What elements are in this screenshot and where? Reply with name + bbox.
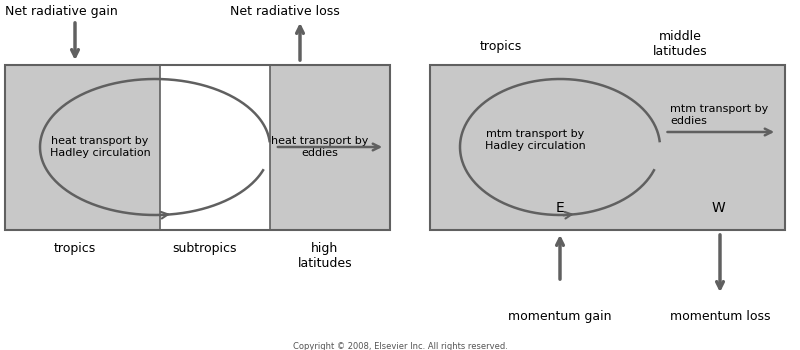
Text: momentum gain: momentum gain [508,310,612,323]
Bar [270,65,390,230]
Text: Net radiative loss: Net radiative loss [230,5,340,18]
Text: Net radiative gain: Net radiative gain [5,5,118,18]
Text: heat transport by
eddies: heat transport by eddies [271,136,369,158]
Text: heat transport by
Hadley circulation: heat transport by Hadley circulation [50,136,150,158]
Text: tropics: tropics [480,40,522,53]
Text: E: E [556,201,564,215]
Text: subtropics: subtropics [173,242,238,255]
Bar [5,65,390,230]
Text: mtm transport by
Hadley circulation: mtm transport by Hadley circulation [485,129,586,151]
Text: W: W [711,201,725,215]
Text: Copyright © 2008, Elsevier Inc. All rights reserved.: Copyright © 2008, Elsevier Inc. All righ… [293,342,507,350]
Bar [160,65,270,230]
Text: middle
latitudes: middle latitudes [653,30,707,58]
Text: tropics: tropics [54,242,96,255]
Bar [5,65,160,230]
Text: mtm transport by
eddies: mtm transport by eddies [670,104,768,126]
Bar [430,65,785,230]
Text: high
latitudes: high latitudes [298,242,352,270]
Text: momentum loss: momentum loss [670,310,770,323]
